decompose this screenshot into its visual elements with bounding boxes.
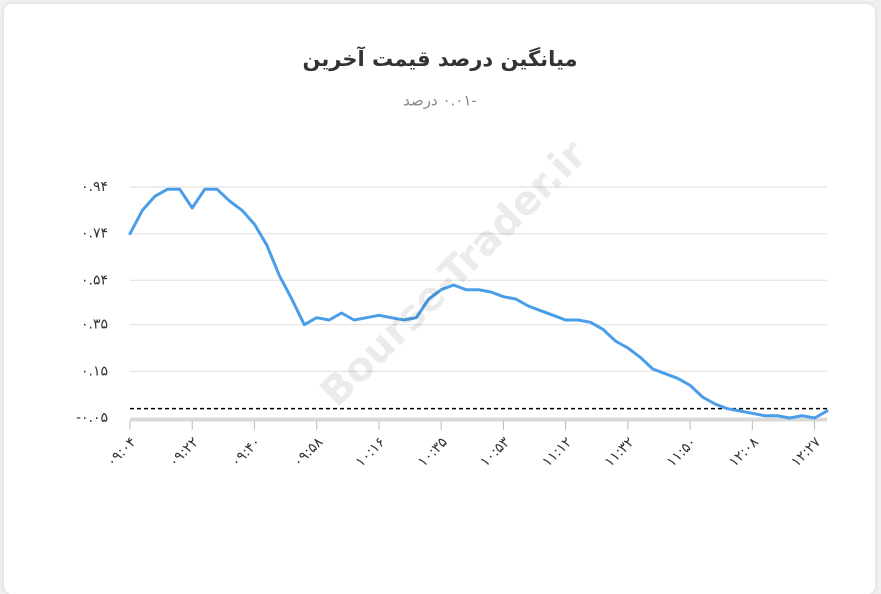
y-tick-label: -۰.۰۵ [76,410,108,426]
data-line [128,187,829,420]
x-tick-label: ۱۰:۱۶ [353,434,389,470]
watermark: Bourse-Trader.ir [312,131,596,415]
card [4,4,875,594]
chart-subtitle: -۰.۰۱ درصد [403,92,477,110]
x-tick-label: ۱۲:۰۸ [726,434,762,470]
y-tick-label: ۰.۱۵ [81,363,108,379]
x-tick-label: ۱۰:۳۵ [415,434,451,470]
x-tick-label: ۱۱:۳۲ [602,434,638,470]
x-tick-label: ۰۹:۴۰ [228,434,264,470]
y-tick-label: ۰.۳۵ [81,317,108,333]
x-tick-label: ۰۹:۰۴ [104,434,140,470]
y-tick-label: ۰.۵۴ [81,272,108,288]
chart-title: میانگین درصد قیمت آخرین [302,46,577,71]
y-tick-label: ۰.۹۴ [81,179,108,195]
x-tick-label: ۱۱:۵۰ [664,434,700,470]
x-tick-label: ۱۱:۱۲ [539,434,575,470]
x-tick-label: ۰۹:۵۸ [290,434,326,470]
x-tick-label: ۱۰:۵۳ [477,434,513,470]
x-tick-label: ۰۹:۲۲ [166,434,202,470]
y-tick-label: ۰.۷۴ [81,226,108,242]
x-tick-label: ۱۲:۲۷ [788,434,824,470]
